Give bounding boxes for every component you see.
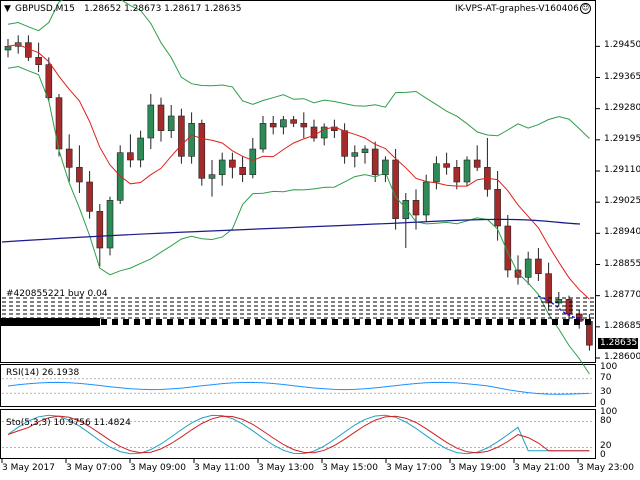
bull-candle (147, 104, 155, 139)
bull-candle (463, 159, 471, 183)
price-tick-label: 1.29365 (604, 71, 640, 82)
bear-candle (65, 148, 73, 168)
bull-candle (208, 174, 216, 179)
bull-candle (106, 200, 114, 249)
price-tick-label: 1.29280 (604, 102, 640, 113)
bear-candle (96, 211, 104, 249)
bear-candle (341, 130, 348, 157)
rsi-tick-label: 30 (600, 387, 612, 398)
bear-candle (178, 115, 185, 157)
bear-candle (371, 148, 379, 175)
bull-candle (137, 137, 144, 161)
moving-average-line (7, 43, 590, 300)
bull-candle (422, 181, 430, 216)
bull-candle (259, 123, 267, 150)
price-tick-label: 1.29450 (604, 40, 640, 51)
sto-signal-line (7, 415, 590, 454)
sto-label: Sto(5,3,3) 10.9756 11.4824 (6, 418, 131, 428)
bear-candle (35, 57, 42, 65)
bear-candle (473, 159, 481, 168)
bull-candle (555, 299, 563, 304)
bull-candle (188, 123, 195, 157)
time-tick-label: 3 May 13:00 (258, 463, 314, 473)
trade-marker-line (537, 295, 585, 321)
bear-candle (127, 152, 134, 161)
time-tick-label: 3 May 15:00 (322, 463, 378, 473)
time-tick-label: 3 May 11:00 (194, 463, 250, 473)
time-tick-label: 3 May 23:00 (578, 463, 634, 473)
indicator-name: IK-VPS-AT-graphes-V160406 (455, 4, 579, 14)
price-tick-label: 1.28940 (604, 227, 640, 238)
bull-candle (167, 115, 175, 131)
bull-candle (280, 119, 287, 128)
bull-candle (402, 200, 410, 219)
bear-candle (229, 159, 236, 168)
sto-tick-label: 20 (600, 441, 612, 452)
bear-candle (494, 189, 501, 227)
bear-candle (535, 258, 542, 274)
bull-candle (4, 46, 12, 51)
long-moving-average-line (1, 218, 581, 243)
bear-candle (310, 126, 318, 139)
symbol-arrow-icon: ▼ (4, 4, 11, 14)
bear-candle (157, 104, 165, 131)
bollinger-upper-line (7, 0, 590, 139)
price-tick-label: 1.29110 (604, 165, 640, 175)
sto-tick-label: 100 (600, 407, 618, 417)
smiley-icon: ☺ (580, 3, 591, 14)
bull-candle (433, 163, 440, 183)
time-tick-label: 3 May 19:00 (450, 463, 506, 473)
price-tick-label: 1.28685 (604, 320, 640, 331)
price-tick-label: 1.29025 (604, 196, 640, 207)
price-tick-label: 1.29195 (604, 133, 640, 144)
price-tick-label: 1.28770 (604, 289, 640, 300)
bear-candle (443, 163, 450, 168)
bear-candle (453, 167, 461, 183)
bull-candle (218, 159, 226, 175)
sto-main-line (7, 414, 590, 455)
sto-tick-label: 0 (600, 450, 606, 460)
ohlc-values: 1.28652 1.28673 1.28617 1.28635 (84, 4, 242, 14)
bear-candle (76, 167, 83, 183)
bear-candle (300, 123, 308, 128)
bear-candle (45, 64, 53, 98)
stochastic-panel[interactable] (0, 409, 596, 459)
bollinger-lower-line (7, 65, 590, 375)
current-price-tag: 1.28635 (598, 338, 638, 349)
time-tick-label: 3 May 09:00 (130, 463, 186, 473)
bull-candle (320, 126, 328, 139)
bull-candle (351, 152, 359, 157)
rsi-tick-label: 100 (600, 362, 618, 372)
time-tick-label: 3 May 07:00 (66, 463, 122, 473)
symbol-timeframe: GBPUSD,M15 (15, 4, 75, 14)
bear-candle (545, 273, 552, 304)
rsi-line (7, 381, 590, 395)
bull-candle (361, 148, 369, 153)
rsi-label: RSI(14) 26.1938 (6, 368, 80, 378)
bear-candle (504, 225, 512, 271)
price-tick-label: 1.28600 (604, 352, 640, 362)
bear-candle (392, 159, 399, 219)
bear-candle (86, 181, 93, 212)
bull-candle (382, 159, 389, 175)
bear-candle (412, 200, 420, 216)
price-tick-label: 1.28855 (604, 258, 640, 269)
bear-candle (198, 123, 206, 179)
time-tick-label: 3 May 21:00 (514, 463, 570, 473)
bear-candle (239, 167, 246, 175)
sto-tick-label: 80 (600, 415, 612, 426)
order-label[interactable]: #420855221 buy 0.04 (6, 289, 108, 299)
time-tick-label: 3 May 17:00 (386, 463, 442, 473)
bull-candle (249, 148, 257, 175)
rsi-tick-label: 70 (600, 372, 612, 383)
bear-candle (290, 119, 297, 124)
time-tick-label: 3 May 2017 (2, 463, 55, 473)
rsi-tick-label: 0 (600, 398, 606, 408)
bull-candle (524, 258, 532, 278)
bear-candle (269, 123, 277, 128)
